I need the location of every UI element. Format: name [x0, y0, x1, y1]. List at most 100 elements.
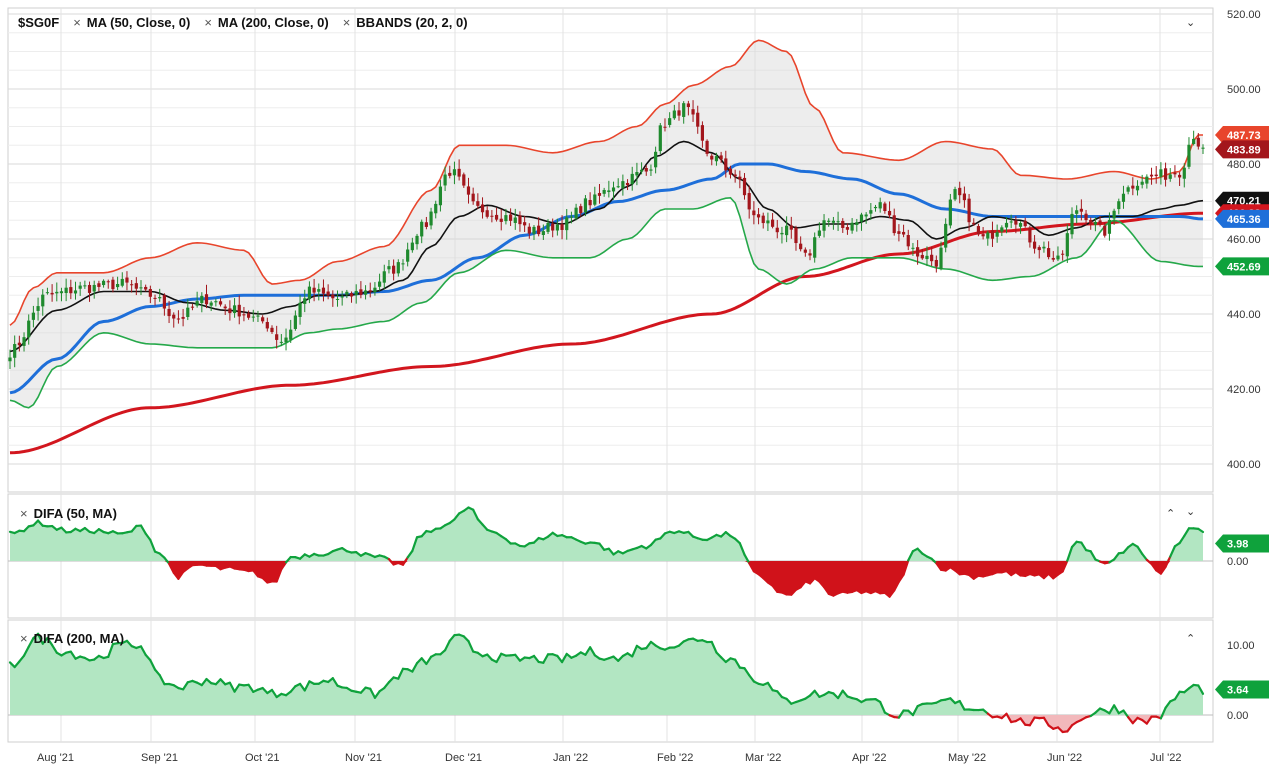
candle-body [593, 194, 597, 205]
candle-body [167, 308, 171, 317]
candle-body [569, 216, 574, 218]
candle-body [588, 199, 592, 206]
panel1-collapse-chevron-down-icon[interactable]: ⌄ [1186, 16, 1196, 29]
candle-body [275, 334, 279, 340]
difa50-line-segment [799, 580, 807, 589]
difa50-line-segment [149, 538, 157, 553]
candle-body [822, 220, 826, 231]
candle-body [841, 220, 845, 228]
candle-body [766, 220, 770, 224]
difa200-line-segment [18, 654, 26, 663]
price-y-tick: 480.00 [1227, 159, 1261, 171]
candle-body [8, 357, 12, 362]
difa200-line-segment [247, 683, 255, 693]
difa200-line-segment [734, 658, 741, 669]
candle-body [298, 302, 302, 317]
difa200-label[interactable]: DIFA (200, MA) [33, 631, 125, 646]
candle-body [471, 193, 475, 202]
difa50-label[interactable]: DIFA (50, MA) [33, 506, 117, 521]
panel2-move-up-chevron-icon[interactable]: ⌃ [1166, 507, 1176, 520]
candle-body [1047, 248, 1051, 258]
difa50-line-segment [897, 573, 905, 583]
difa50-line-segment [1122, 546, 1130, 554]
candle-body [803, 249, 807, 253]
candle-body [261, 317, 265, 322]
candle-body [1187, 144, 1191, 167]
overlay-label-1[interactable]: MA (50, Close, 0) [86, 15, 191, 30]
candle-body [747, 193, 751, 210]
overlay-label-3[interactable]: BBANDS (20, 2, 0) [356, 15, 468, 30]
candle-body [162, 295, 166, 309]
candle-body [1140, 181, 1144, 185]
badge-close: 483.89 [1215, 140, 1269, 159]
difa200-line-segment [495, 652, 503, 664]
panel3-move-up-chevron-icon[interactable]: ⌃ [1186, 632, 1196, 645]
difa200-line-segment [467, 640, 475, 653]
difa50-line-segment [902, 559, 910, 576]
candle-body [995, 232, 999, 237]
candle-body [349, 293, 354, 297]
difa200-line-segment [289, 685, 297, 693]
difa200-line-segment [589, 646, 596, 657]
difa200-line-segment [387, 676, 395, 684]
candle-body [611, 187, 616, 192]
badge-bb-lower: 452.69 [1215, 257, 1269, 276]
difa200-line-segment [949, 697, 957, 705]
candle-body [672, 110, 676, 119]
candle-body [153, 297, 157, 299]
candle-body [1065, 233, 1069, 257]
candle-body [583, 198, 588, 213]
candle-body [1037, 247, 1041, 251]
candle-body [855, 222, 859, 225]
difa50-line-segment [1169, 545, 1177, 558]
candles-group [8, 100, 1205, 370]
difa200-line-segment [270, 688, 278, 699]
difa200-line-segment [462, 635, 470, 643]
difa50-line-segment [687, 530, 695, 538]
remove-difa200-icon[interactable]: × [20, 631, 28, 646]
candle-body [649, 169, 653, 171]
candle-body [635, 172, 639, 176]
badge-close-text: 483.89 [1227, 144, 1261, 156]
remove-overlay-3-icon[interactable]: × [342, 15, 351, 30]
candle-body [97, 283, 101, 287]
overlay-label-2[interactable]: MA (200, Close, 0) [217, 15, 329, 30]
candle-body [555, 224, 559, 231]
difa200-line-segment [359, 686, 367, 694]
candle-body [55, 291, 59, 294]
candle-body [1131, 185, 1135, 189]
difa200-line-segment [331, 677, 339, 687]
difa50-line-segment [1164, 555, 1172, 568]
difa200-line-segment [486, 653, 493, 661]
difa50-line-segment [22, 525, 30, 533]
candle-body [682, 103, 686, 117]
x-tick-label: Jul '22 [1150, 752, 1181, 764]
candle-body [859, 214, 864, 222]
difa50-line-segment [822, 585, 830, 595]
candle-body [1103, 225, 1107, 236]
remove-overlay-1-icon[interactable]: × [73, 15, 81, 30]
panel2-move-down-chevron-icon[interactable]: ⌄ [1186, 505, 1196, 518]
difa200-line-segment [1127, 716, 1134, 725]
price-y-tick: 460.00 [1227, 234, 1261, 246]
candle-body [967, 198, 971, 223]
remove-overlay-2-icon[interactable]: × [204, 15, 212, 30]
candle-body [457, 168, 461, 177]
difa200-line-segment [298, 682, 306, 692]
candle-body [780, 232, 784, 235]
symbol-label[interactable]: $SG0F [18, 15, 60, 30]
candle-body [1075, 210, 1079, 214]
candle-body [639, 169, 644, 172]
candle-body [13, 344, 17, 358]
price-y-tick: 400.00 [1227, 459, 1261, 471]
candle-body [508, 214, 513, 221]
difa50-line-segment [280, 561, 288, 571]
candle-body [485, 210, 489, 217]
candle-body [560, 224, 564, 230]
difa200-line-segment [411, 661, 419, 673]
price-y-tick: 500.00 [1227, 84, 1261, 96]
candle-body [139, 287, 143, 289]
candle-body [878, 202, 882, 209]
candle-body [616, 186, 620, 188]
remove-difa50-icon[interactable]: × [20, 506, 28, 521]
